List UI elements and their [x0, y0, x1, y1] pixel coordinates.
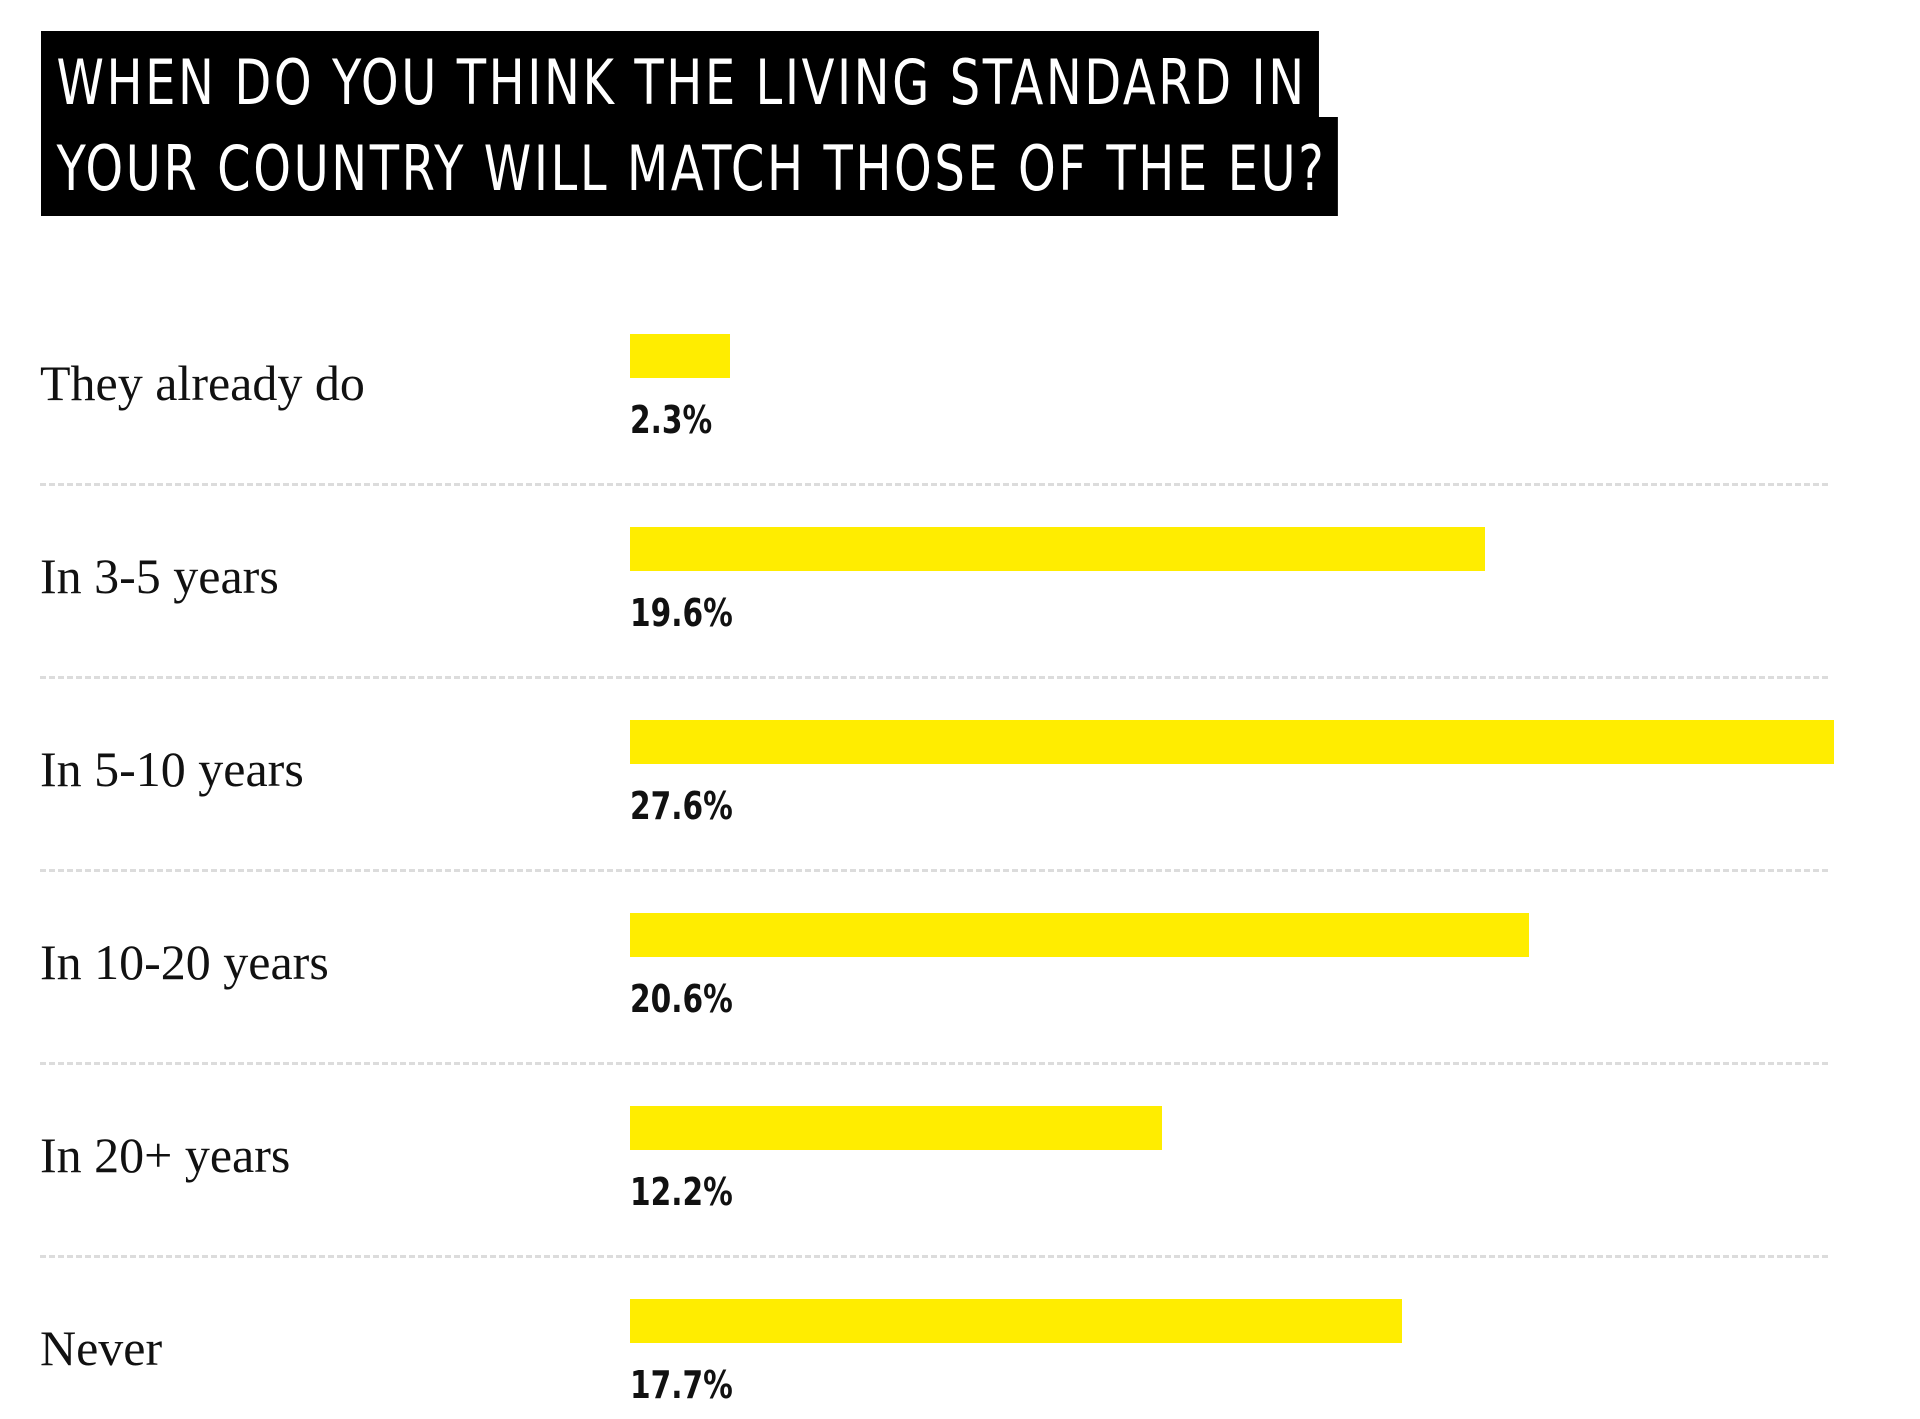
- category-label: In 20+ years: [40, 1127, 291, 1183]
- category-label: In 3-5 years: [40, 548, 279, 604]
- row-divider: [40, 676, 1828, 679]
- bar: [630, 720, 1834, 764]
- bar: [630, 334, 730, 378]
- value-label: 17.7%: [630, 1363, 733, 1407]
- category-label: They already do: [40, 355, 365, 411]
- value-label: 27.6%: [630, 784, 733, 828]
- row-divider: [40, 869, 1828, 872]
- row-divider: [40, 1255, 1828, 1258]
- category-label: Never: [40, 1320, 163, 1376]
- chart-title-line-1: WHEN DO YOU THINK THE LIVING STANDARD IN: [41, 31, 1319, 130]
- category-label: In 10-20 years: [40, 934, 329, 990]
- category-label: In 5-10 years: [40, 741, 304, 797]
- value-label: 20.6%: [630, 977, 733, 1021]
- bar: [630, 1299, 1402, 1343]
- bar: [630, 1106, 1162, 1150]
- value-label: 12.2%: [630, 1170, 733, 1214]
- bar: [630, 913, 1529, 957]
- row-divider: [40, 483, 1828, 486]
- bar: [630, 527, 1485, 571]
- value-label: 2.3%: [630, 398, 713, 442]
- chart-title-line-2: YOUR COUNTRY WILL MATCH THOSE OF THE EU?: [41, 117, 1339, 216]
- row-divider: [40, 1062, 1828, 1065]
- value-label: 19.6%: [630, 591, 733, 635]
